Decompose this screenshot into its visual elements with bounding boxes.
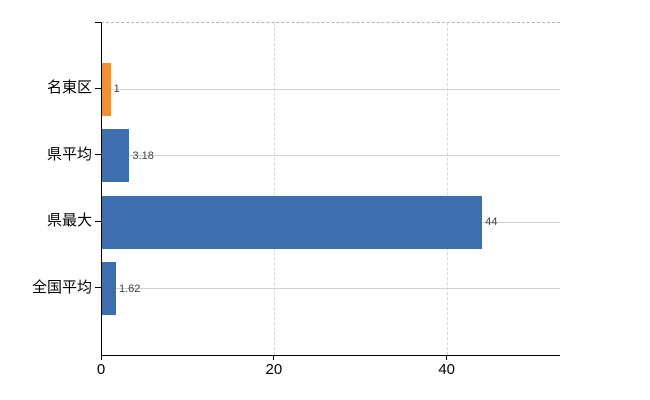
y-axis-tick bbox=[95, 220, 101, 222]
value-label: 44 bbox=[485, 216, 498, 229]
category-label: 県最大 bbox=[46, 212, 92, 230]
value-label: 1 bbox=[113, 83, 120, 96]
category-label: 全国平均 bbox=[31, 278, 92, 296]
value-label: 3.18 bbox=[132, 149, 154, 162]
y-axis-tick bbox=[95, 287, 101, 289]
x-axis-tick-label: 20 bbox=[265, 361, 283, 378]
category-label: 県平均 bbox=[46, 145, 92, 163]
x-axis-tick-label: 40 bbox=[438, 361, 455, 378]
bar bbox=[102, 129, 130, 183]
x-axis-tick bbox=[273, 355, 275, 360]
x-axis-tick bbox=[446, 355, 448, 360]
vertical-gridline bbox=[447, 23, 449, 355]
bar bbox=[102, 262, 116, 316]
plot-area: 1 3.18 44 1.62 bbox=[101, 22, 560, 356]
horizontal-gridline bbox=[102, 155, 560, 157]
horizontal-gridline bbox=[102, 88, 560, 90]
bar bbox=[102, 62, 111, 116]
y-axis-top-tick bbox=[95, 21, 101, 23]
x-axis-tick-label: 0 bbox=[96, 361, 106, 378]
value-label: 1.62 bbox=[118, 282, 141, 295]
bar bbox=[102, 195, 483, 249]
y-axis-tick bbox=[95, 154, 101, 156]
vertical-gridline bbox=[274, 23, 276, 355]
y-axis-tick bbox=[95, 87, 101, 89]
x-axis-tick bbox=[100, 355, 102, 360]
category-label: 名東区 bbox=[46, 79, 92, 97]
horizontal-gridline bbox=[102, 288, 560, 290]
